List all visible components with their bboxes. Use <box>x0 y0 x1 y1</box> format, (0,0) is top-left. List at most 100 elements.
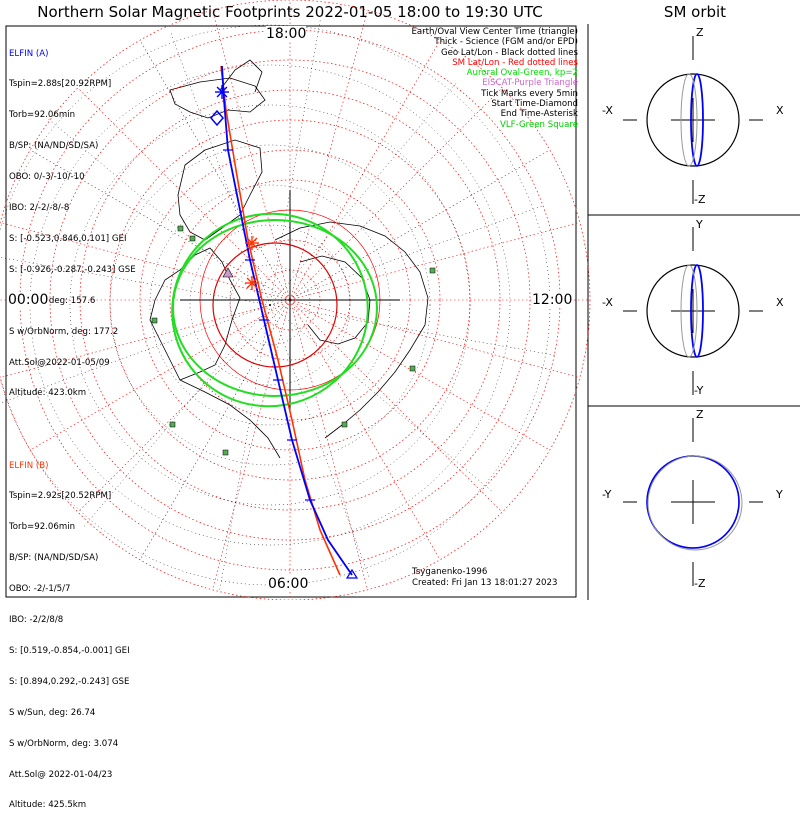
elfin-b-line: Att.Sol@ 2022-01-04/23 <box>9 769 113 780</box>
sm2-bot: -Y <box>694 384 704 397</box>
geo-lat-circle <box>29 64 511 546</box>
elfin-a-line: Altitude: 423.0km <box>9 388 87 399</box>
vlf-square <box>177 225 184 232</box>
geo-lon-line <box>269 82 457 306</box>
vlf-square <box>409 365 416 372</box>
sm2-top: Y <box>696 218 703 231</box>
north-america-coast <box>179 379 281 459</box>
sm1-bot: -Z <box>694 193 706 206</box>
elfin-a-line: Tspin=2.88s[20.92RPM] <box>9 79 112 90</box>
sm-orbit-title: SM orbit <box>663 3 727 21</box>
scandinavia-outline <box>219 59 263 93</box>
elfin-b-line: Tspin=2.92s[20.52RPM] <box>9 491 112 502</box>
geo-lat-circle <box>109 144 431 466</box>
sm3-right: Y <box>776 488 783 501</box>
elfin-b-mid-asterisk <box>246 277 258 289</box>
geo-lon-line <box>269 19 321 306</box>
legend-entry: VLF-Green Square <box>499 119 578 130</box>
footprint-map <box>0 0 800 600</box>
elfin-a-end-asterisk <box>216 86 228 98</box>
elfin-b-info: ELFIN (B) Tspin=2.92s[20.52RPM] Torb=92.… <box>9 440 130 821</box>
sm3-top: Z <box>696 408 704 421</box>
elfin-a-line: S w/OrbNorm, deg: 177.2 <box>9 326 119 337</box>
sm1-top: Z <box>696 26 704 39</box>
mlt-label-left: 00:00 <box>8 292 49 308</box>
north-america-outline <box>149 247 241 381</box>
geo-lat-circle <box>229 264 311 346</box>
sm3-left: -Y <box>602 488 612 501</box>
geo-lon-line <box>47 118 271 306</box>
europe-outline <box>169 77 266 119</box>
geo-lat-circle <box>149 184 391 426</box>
legend: Earth/Oval View Center Time (triangle) T… <box>411 27 578 130</box>
eiscat-triangle <box>222 267 234 278</box>
vlf-square <box>169 421 176 428</box>
sm-orbit-a <box>690 73 704 167</box>
geo-lon-line <box>269 205 543 306</box>
elfin-a-line: OBO: 0/-3/-10/-10 <box>9 172 85 183</box>
geo-lon-line <box>269 304 493 492</box>
elfin-b-line: Torb=92.06min <box>9 522 76 533</box>
mlt-label-top: 18:00 <box>266 26 307 42</box>
legend-entry: Geo Lat/Lon - Black dotted lines <box>440 47 578 58</box>
legend-entry: SM Lat/Lon - Red dotted lines <box>452 57 578 68</box>
sm-lon-line <box>289 299 550 451</box>
created-timestamp: Created: Fri Jan 13 18:01:27 2023 <box>412 578 558 588</box>
geo-lon-line <box>0 304 271 404</box>
elfin-b-name: ELFIN (B) <box>9 460 49 471</box>
mlt-label-bottom: 06:00 <box>268 576 309 592</box>
legend-entry: Start Time-Diamond <box>491 99 578 110</box>
legend-entry: Earth/Oval View Center Time (triangle) <box>411 27 578 37</box>
elfin-a-line: IBO: 2/-2/-8/-8 <box>9 203 70 214</box>
legend-entry: EISCAT-Purple Triangle <box>482 78 578 89</box>
vlf-stations <box>151 225 436 456</box>
sm2-left: -X <box>602 296 613 309</box>
sm-earth-circle-1 <box>646 73 740 167</box>
elfin-b-line: OBO: -2/-1/5/7 <box>9 584 71 595</box>
sm-earth-circle-2 <box>646 264 740 358</box>
elfin-b-line: S: [0.894,0.292,-0.243] GSE <box>9 676 130 687</box>
sm-lon-line <box>289 222 580 301</box>
vlf-square <box>429 267 436 274</box>
elfin-a-info: ELFIN (A) Tspin=2.88s[20.92RPM] Torb=92.… <box>9 28 136 409</box>
legend-entry: End Time-Asterisk <box>500 109 578 120</box>
geo-lon-line <box>269 304 556 356</box>
sm-lat-circle <box>0 0 591 600</box>
sm-lat-circle <box>79 89 501 511</box>
sm-orbit-a <box>690 264 704 358</box>
geo-lon-line <box>83 304 271 528</box>
sm-lon-line <box>289 10 368 301</box>
elfin-b-line: S w/OrbNorm, deg: 3.074 <box>9 738 119 749</box>
elfin-b-line: S: [0.519,-0.854,-0.001] GEI <box>9 645 130 656</box>
model-credit: Tsyganenko-1996 <box>412 567 488 577</box>
eurasia-inner <box>299 255 371 345</box>
sm-lon-line <box>289 299 503 513</box>
sm3-bot: -Z <box>694 577 706 590</box>
elfin-a-line: Torb=92.06min <box>9 110 76 121</box>
sm1-right: X <box>776 104 784 117</box>
elfin-b-track <box>220 65 341 576</box>
vlf-square <box>341 421 348 428</box>
greenland-outline <box>177 139 263 241</box>
sm-lon-line <box>139 299 291 560</box>
elfin-b-end-asterisk <box>246 237 258 249</box>
vlf-square <box>151 317 158 324</box>
sm2-right: X <box>776 296 784 309</box>
sm-lat-circle <box>139 149 441 451</box>
geo-lon-line <box>269 304 370 578</box>
elfin-b-line: S w/Sun, deg: 26.74 <box>9 707 96 718</box>
mlt-label-right: 12:00 <box>532 292 573 308</box>
vlf-square <box>222 449 229 456</box>
geo-lon-line <box>219 304 271 591</box>
polar-plot <box>0 0 591 600</box>
sm-lon-line <box>289 149 550 301</box>
eurasia-outline <box>274 221 429 439</box>
legend-entry: Thick - Science (FGM and/or EPD) <box>434 37 578 48</box>
vlf-square <box>189 235 196 242</box>
elfin-b-line: B/SP: (NA/ND/SD/SA) <box>9 553 99 564</box>
legend-entry: Tick Marks every 5min <box>481 88 578 99</box>
legend-entry: Auroral Oval-Green, kp=2 <box>466 68 578 79</box>
sm-orbit-b <box>680 73 698 167</box>
elfin-a-center-triangle <box>345 568 359 579</box>
elfin-b-line: IBO: -2/2/8/8 <box>9 615 64 626</box>
